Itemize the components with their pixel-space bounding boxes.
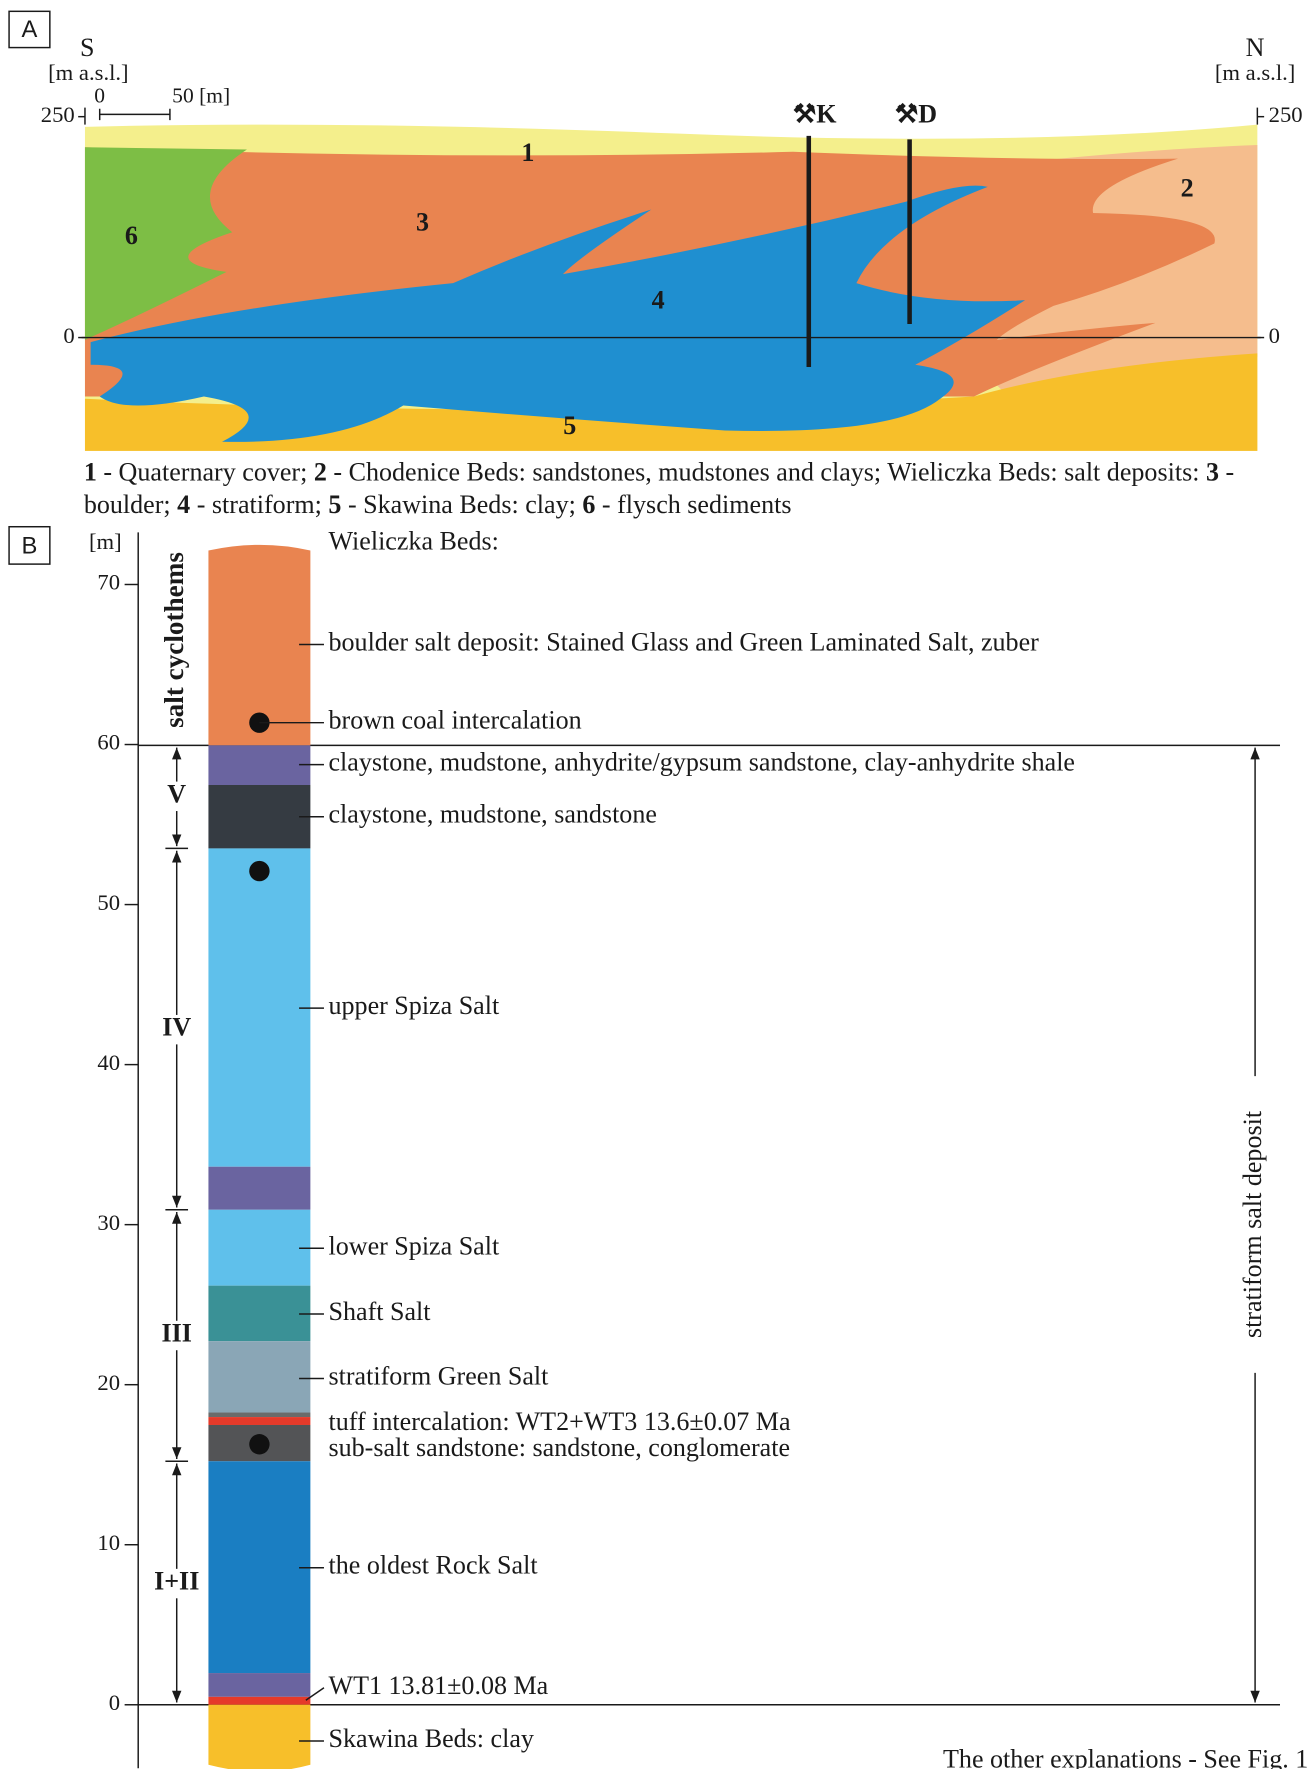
description: sub-salt sandstone: sandstone, conglomer… — [329, 1433, 791, 1462]
scale-bar — [100, 109, 170, 120]
description: boulder salt deposit: Stained Glass and … — [329, 628, 1040, 657]
description: Shaft Salt — [329, 1297, 432, 1326]
bracket-label: stratiform salt deposit — [1238, 1110, 1267, 1338]
description: claystone, mudstone, sandstone — [329, 800, 657, 829]
tick-label: 50 — [97, 890, 120, 915]
scale-start: 0 — [94, 83, 105, 107]
legend-text: - Quaternary cover; — [103, 458, 307, 486]
figure: A S [m a.s.l.] N [m a.s.l.] 0 50 [m] ⚒K … — [0, 0, 1314, 1769]
unit-left: [m a.s.l.] — [48, 60, 128, 85]
tick-label: 20 — [97, 1370, 120, 1395]
legend-text: - stratiform; — [197, 490, 322, 518]
legend: 1 - Quaternary cover; 2 - Chodenice Beds… — [84, 455, 1307, 521]
legend-number: 5 — [328, 490, 341, 518]
unit-label: 4 — [652, 285, 665, 314]
cyclothem-label: III — [162, 1318, 192, 1347]
layer — [208, 745, 310, 785]
description: WT1 13.81±0.08 Ma — [329, 1671, 549, 1700]
unit-label: 5 — [563, 411, 576, 440]
unit-right: [m a.s.l.] — [1215, 60, 1295, 85]
tick-label: 0 — [109, 1690, 120, 1715]
layer — [208, 1286, 310, 1342]
footer: The other explanations - See Fig. 1 — [943, 1744, 1308, 1769]
legend-number: 1 — [84, 458, 97, 486]
shaft-label: ⚒D — [895, 100, 937, 129]
sample-dot — [249, 1434, 269, 1454]
layer — [208, 1413, 310, 1418]
tick-label-left: 250 — [41, 102, 75, 127]
tick-label-right: 250 — [1269, 102, 1303, 127]
layer — [208, 848, 310, 1166]
unit-label: 3 — [416, 207, 429, 236]
cyclothems-title: salt cyclothems — [159, 552, 189, 728]
tick-label-left: 0 — [63, 323, 74, 348]
layer — [208, 1673, 310, 1697]
tick-label: 10 — [97, 1530, 120, 1555]
legend-number: 4 — [177, 490, 190, 518]
description: stratiform Green Salt — [329, 1362, 550, 1391]
description: brown coal intercalation — [329, 706, 582, 735]
description: claystone, mudstone, anhydrite/gypsum sa… — [329, 748, 1076, 777]
shaft-label: ⚒K — [793, 100, 837, 129]
unit-label: 1 — [521, 138, 534, 167]
tick-label: 60 — [97, 730, 120, 755]
layer — [208, 1417, 310, 1425]
cyclothem-label: IV — [162, 1013, 191, 1042]
tick-label: 40 — [97, 1050, 120, 1075]
panel-label: B — [22, 532, 38, 559]
legend-number: 2 — [314, 458, 327, 486]
legend-text: - Skawina Beds: clay; — [348, 490, 576, 518]
layer — [208, 1697, 310, 1705]
axis-unit: [m] — [89, 529, 122, 554]
panel-b: B [m] salt cyclothems V — [9, 527, 1308, 1769]
cyclothem-label: V — [167, 779, 186, 808]
tick-label: 30 — [97, 1210, 120, 1235]
description: upper Spiza Salt — [329, 991, 500, 1020]
description: Wieliczka Beds: — [329, 527, 499, 556]
sample-dot — [249, 861, 269, 881]
panel-label: A — [22, 16, 38, 43]
unit-label: 6 — [125, 221, 138, 250]
layer — [208, 1210, 310, 1286]
layer — [208, 785, 310, 848]
tick-label-right: 0 — [1269, 323, 1280, 348]
panel-a: A S [m a.s.l.] N [m a.s.l.] 0 50 [m] ⚒K … — [9, 11, 1307, 525]
description: tuff intercalation: WT2+WT3 13.6±0.07 Ma — [329, 1407, 791, 1436]
unit-label: 2 — [1181, 173, 1194, 202]
legend-number: 6 — [582, 490, 595, 518]
cyclothem-label: I+II — [154, 1567, 199, 1596]
layer — [208, 1461, 310, 1673]
north-label: N — [1246, 33, 1265, 62]
layer — [208, 1705, 310, 1769]
description: Skawina Beds: clay — [329, 1724, 534, 1753]
description: the oldest Rock Salt — [329, 1551, 539, 1580]
legend-number: 3 — [1206, 458, 1219, 486]
description: lower Spiza Salt — [329, 1231, 500, 1260]
layer — [208, 1341, 310, 1412]
legend-text: - flysch sediments — [602, 490, 792, 518]
layer — [208, 1167, 310, 1210]
south-label: S — [80, 33, 95, 62]
scale-end: 50 [m] — [172, 83, 230, 107]
legend-text: - Chodenice Beds: sandstones, mudstones … — [333, 458, 1199, 486]
tick-label: 70 — [97, 570, 120, 595]
